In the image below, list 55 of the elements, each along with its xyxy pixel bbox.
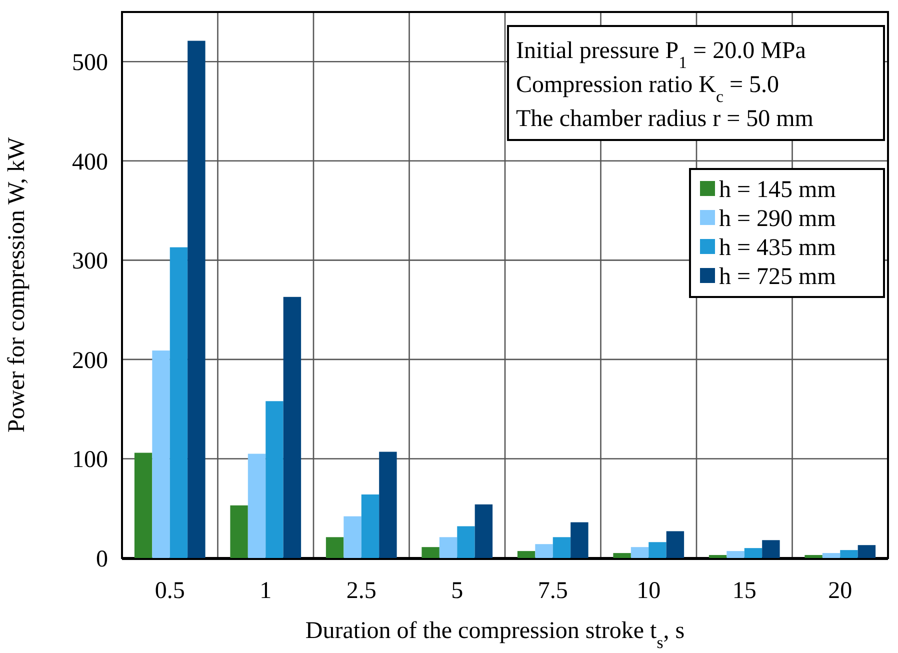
bar <box>248 454 266 558</box>
bar <box>570 522 588 558</box>
annotation: Initial pressure P$_{1}$ = 20.0 MPa <box>516 38 806 72</box>
bar <box>666 531 684 558</box>
y-tick-label: 300 <box>72 248 108 275</box>
y-tick-label: 400 <box>72 149 108 176</box>
y-tick-label: 200 <box>72 348 108 374</box>
bar <box>379 452 397 558</box>
legend-label: h = 145 mm <box>719 177 836 203</box>
x-tick-label: 2.5 <box>346 578 376 604</box>
annotation: The chamber radius r = 50 mm <box>516 106 814 132</box>
y-axis-title: Power for compression W, kW <box>4 137 30 433</box>
y-tick-label: 500 <box>72 50 108 76</box>
bar <box>422 547 440 558</box>
x-tick-label: 1 <box>260 578 272 604</box>
x-tick-label: 10 <box>636 578 661 604</box>
legend-label: h = 435 mm <box>719 235 836 261</box>
bar <box>439 537 458 558</box>
bar <box>283 296 302 558</box>
bar <box>744 548 762 558</box>
bar <box>630 547 649 558</box>
legend-label: h = 290 mm <box>719 206 836 232</box>
x-tick-label: 15 <box>732 578 756 604</box>
bar <box>708 555 727 558</box>
bar <box>535 544 553 558</box>
bar <box>457 526 475 558</box>
y-tick-label: 100 <box>72 447 108 474</box>
legend-label: h = 725 mm <box>719 264 836 290</box>
y-tick-label: 0 <box>96 546 108 572</box>
annotation: Compression ratio K$_{c}$ = 5.0 <box>516 72 779 106</box>
bar <box>726 551 744 558</box>
bar <box>613 553 631 558</box>
bar <box>648 542 666 558</box>
bar <box>134 452 152 558</box>
bar <box>188 40 206 558</box>
bar <box>170 247 188 558</box>
bar <box>361 494 380 558</box>
x-tick-label: 5 <box>451 578 464 604</box>
bar <box>822 553 840 558</box>
bar <box>762 540 780 558</box>
bar <box>344 516 362 558</box>
x-tick-label: 0.5 <box>154 578 185 604</box>
bar <box>326 537 344 558</box>
bar <box>266 401 284 558</box>
bar <box>858 545 876 558</box>
x-axis-title: Duration of the compression stroke t$_{s}$, s <box>305 618 685 652</box>
bar <box>552 537 571 558</box>
bar <box>474 504 493 558</box>
bar <box>517 551 536 558</box>
bar <box>230 505 248 558</box>
bar <box>152 350 170 558</box>
x-tick-label: 20 <box>828 578 852 604</box>
bar <box>840 550 858 558</box>
bar <box>804 555 822 558</box>
x-tick-label: 7.5 <box>538 578 568 604</box>
